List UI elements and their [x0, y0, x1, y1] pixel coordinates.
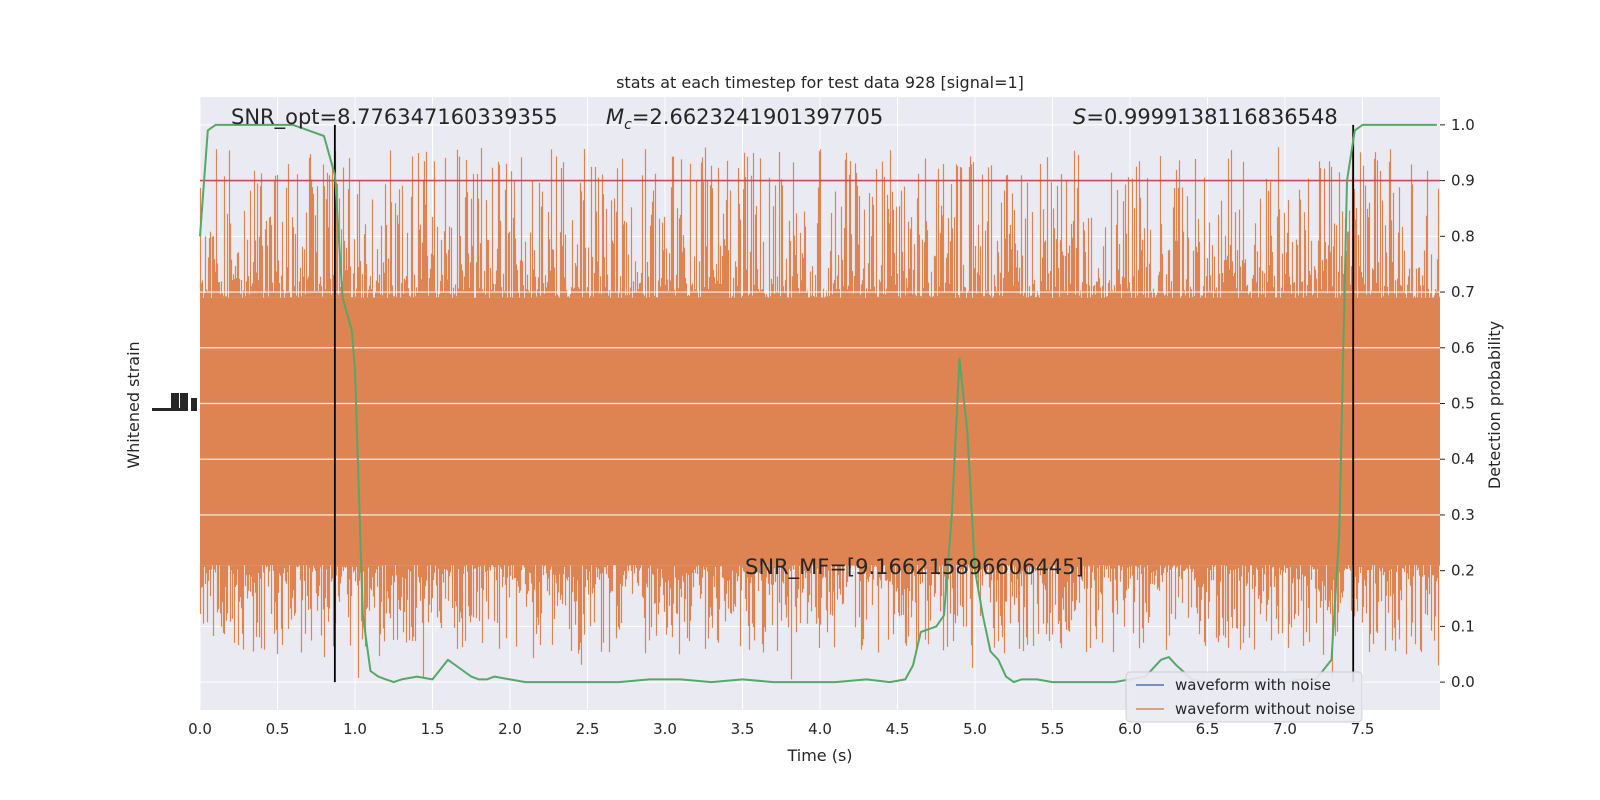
x-tick-label: 2.5	[576, 720, 600, 738]
x-tick-label: 0.5	[266, 720, 290, 738]
legend-label-with-noise: waveform with noise	[1175, 676, 1331, 694]
x-tick-label: 1.5	[421, 720, 445, 738]
orange-band	[199, 147, 1441, 680]
left-axis-overlapped-ticks	[152, 393, 197, 411]
x-tick-label: 3.0	[653, 720, 677, 738]
x-tick-label: 6.5	[1196, 720, 1220, 738]
y-tick-label: 1.0	[1451, 116, 1475, 134]
chart-title: stats at each timestep for test data 928…	[616, 73, 1024, 92]
legend-box	[1125, 671, 1363, 723]
y-tick-label: 0.4	[1451, 450, 1475, 468]
x-tick-label: 5.0	[963, 720, 987, 738]
snr-mf-annotation: SNR_MF=[9.166215896606445]	[745, 555, 1084, 580]
y-tick-label: 0.8	[1451, 227, 1475, 245]
x-tick-label: 0.0	[188, 720, 212, 738]
y-axis-label-left: Whitened strain	[124, 341, 143, 468]
y-tick-label: 0.9	[1451, 172, 1475, 190]
waveform-without-noise-lower-spikes	[199, 565, 1441, 680]
legend: waveform with noise waveform without noi…	[1125, 671, 1363, 723]
waveform-without-noise-core	[200, 297, 1440, 566]
snr-opt-annotation: SNR_opt=8.776347160339355	[231, 105, 558, 130]
chirp-mass-annotation: Mc=2.6623241901397705	[606, 105, 883, 133]
s-annotation: S=0.9999138116836548	[1073, 105, 1338, 129]
waveform-without-noise-upper-spikes	[199, 147, 1441, 298]
y-tick-label: 0.6	[1451, 339, 1475, 357]
x-tick-label: 7.5	[1351, 720, 1375, 738]
x-tick-label: 1.0	[343, 720, 367, 738]
x-ticks: 0.0 0.5 1.0 1.5 2.0 2.5 3.0 3.5 4.0 4.5 5.0 5.5 6.0 6…	[188, 720, 1374, 738]
y-tick-label: 0.1	[1451, 617, 1475, 635]
y-tick-label: 0.3	[1451, 506, 1475, 524]
y-axis-label-right: Detection probability	[1485, 321, 1504, 489]
x-tick-label: 7.0	[1273, 720, 1297, 738]
x-tick-label: 3.5	[731, 720, 755, 738]
y-tick-label: 0.7	[1451, 283, 1475, 301]
y-tick-label: 0.5	[1451, 395, 1475, 413]
x-tick-label: 5.5	[1041, 720, 1065, 738]
legend-label-without-noise: waveform without noise	[1175, 700, 1355, 718]
x-tick-label: 2.0	[498, 720, 522, 738]
x-axis-label: Time (s)	[786, 746, 852, 765]
y-ticks-right: 0.0 0.1 0.2 0.3 0.4 0.5 0.6 0.7 0.8 0.9 1.0	[1440, 116, 1475, 691]
y-tick-label: 0.0	[1451, 673, 1475, 691]
x-tick-label: 4.0	[808, 720, 832, 738]
y-tick-label: 0.2	[1451, 562, 1475, 580]
x-tick-label: 4.5	[886, 720, 910, 738]
x-tick-label: 6.0	[1118, 720, 1142, 738]
